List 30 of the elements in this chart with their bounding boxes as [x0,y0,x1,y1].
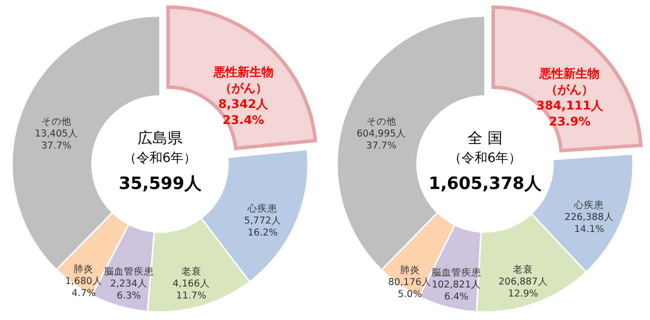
data-label: 604,995人 37.7% [356,128,406,152]
text: 広島県 [138,129,182,147]
slice-label: 悪性新生物（がん） [212,65,274,96]
data-label: 13,405人 37.7% [34,128,78,152]
slice-label: 肺炎 [400,264,420,276]
slice-label: 老衰 [513,263,534,276]
slice-label: その他 [41,116,72,128]
slice-label: その他 [366,116,396,128]
slice-label: 脳血管疾患 [104,266,154,278]
slice-label: 心疾患 [573,199,604,212]
text: 1,605,378人 [428,174,542,194]
data-label: 80,176人 5.0% [388,277,432,300]
data-label: 5,772人 16.2% [244,216,282,239]
slice-label: 老衰 [181,266,202,278]
data-label: 1,680人 4.7% [65,276,102,300]
slice-label: 脳血管疾患 [431,266,482,278]
data-label: 8,342人 23.4% [218,97,270,128]
data-label: 4,166人 11.7% [172,278,210,302]
text: （令和6年） [448,151,522,166]
text: （令和6年） [123,151,197,166]
slice-label: 肺炎 [74,263,94,276]
text: 35,599人 [118,174,202,194]
slice-label: 悪性新生物（がん） [538,66,600,96]
slice-label: 心疾患 [246,202,278,215]
text: 全 国 [468,129,502,147]
data-label: 384,111人 23.9% [536,98,604,128]
data-label: 226,388人 14.1% [564,212,614,236]
data-label: 2,234人 6.3% [110,278,148,302]
data-label: 102,821人 6.4% [432,279,481,302]
data-label: 206,887人 12.9% [498,276,548,300]
